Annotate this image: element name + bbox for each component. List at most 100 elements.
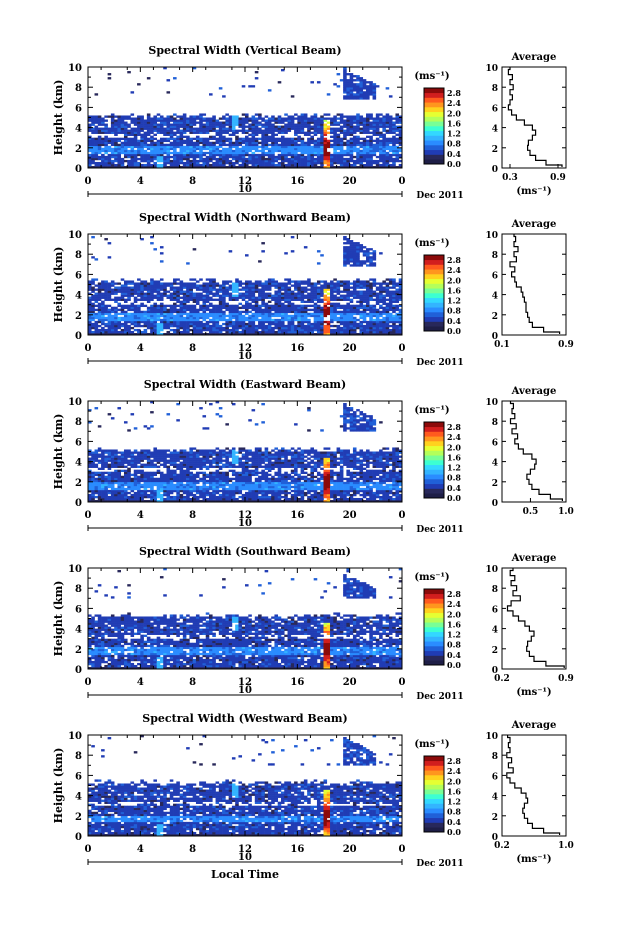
heatmap-cell: [379, 324, 383, 328]
heatmap-cell: [231, 312, 236, 316]
heatmap-cell: [251, 137, 256, 141]
heatmap-cell: [130, 159, 135, 163]
heatmap-cell: [388, 330, 393, 334]
heatmap-cell: [343, 318, 347, 322]
heatmap-cell: [241, 147, 246, 151]
profile-title: Average: [511, 219, 557, 230]
heatmap-cell: [130, 131, 135, 134]
heatmap-cell: [356, 294, 360, 297]
heatmap-cell: [398, 292, 403, 295]
heatmap-cell: [88, 493, 92, 497]
heatmap-cell: [336, 143, 341, 147]
heatmap-cell: [277, 165, 282, 169]
heatmap-cell: [88, 143, 92, 147]
heatmap-cell: [166, 314, 171, 318]
heatmap-cell: [159, 322, 164, 326]
heatmap-cell: [189, 310, 193, 314]
heatmap-cell: [375, 302, 380, 305]
heatmap-cell: [101, 451, 105, 454]
heatmap-cell: [120, 324, 125, 328]
heatmap-cell: [94, 292, 99, 295]
heatmap-cell: [369, 248, 373, 251]
heatmap-cell: [395, 300, 400, 303]
heatmap-cell: [366, 143, 370, 147]
heatmap-cell: [97, 312, 102, 316]
heatmap-cell: [133, 296, 138, 299]
heatmap-cell: [277, 332, 282, 336]
heatmap-cell: [173, 324, 177, 328]
heatmap-cell: [261, 310, 265, 314]
heatmap-cell: [212, 165, 216, 169]
heatmap-cell: [287, 119, 292, 122]
heatmap-cell: [313, 316, 318, 320]
heatmap-cell: [343, 298, 347, 301]
heatmap-cell: [297, 312, 301, 316]
heatmap-cell: [173, 280, 177, 283]
heatmap-cell: [343, 286, 347, 289]
heatmap-cell: [137, 332, 141, 336]
heatmap-cell: [379, 286, 383, 289]
heatmap-cell: [300, 298, 305, 301]
heatmap-cell: [101, 475, 105, 479]
heatmap-cell: [150, 139, 154, 143]
heatmap-cell: [150, 322, 154, 326]
heatmap-cell: [303, 163, 308, 167]
heatmap-cell: [176, 290, 180, 293]
heatmap-cell: [398, 304, 403, 308]
heatmap-cell: [123, 300, 128, 303]
heatmap-cell: [333, 306, 337, 310]
heatmap-cell: [199, 123, 203, 126]
heatmap-cell: [362, 87, 367, 90]
heatmap-cell: [104, 493, 108, 497]
heatmap-cell: [215, 137, 220, 141]
heatmap-cell: [379, 284, 383, 287]
heatmap-cell: [323, 320, 328, 324]
heatmap-cell: [222, 280, 226, 283]
heatmap-cell: [166, 318, 171, 322]
heatmap-cell: [349, 250, 354, 253]
heatmap-cell: [336, 129, 341, 132]
heatmap-cell: [297, 316, 301, 320]
heatmap-cell: [130, 302, 135, 305]
heatmap-cell: [117, 147, 122, 151]
heatmap-cell: [287, 278, 292, 281]
heatmap-cell: [277, 318, 282, 322]
heatmap-cell: [88, 479, 92, 483]
heatmap-cell: [120, 131, 125, 134]
heatmap-cell: [307, 328, 311, 332]
heatmap-cell: [267, 296, 272, 299]
heatmap-cell: [251, 298, 256, 301]
heatmap-cell: [343, 236, 347, 239]
heatmap-cell: [120, 121, 125, 124]
y-axis-label: Height (km): [52, 247, 65, 323]
heatmap-cell: [352, 165, 357, 169]
heatmap-cell: [195, 314, 200, 318]
heatmap-cell: [307, 292, 311, 295]
heatmap-cell: [369, 137, 373, 141]
heatmap-cell: [231, 320, 236, 324]
heatmap-cell: [385, 121, 390, 124]
heatmap-cell: [284, 312, 288, 316]
heatmap-cell: [254, 149, 259, 153]
heatmap-cell: [375, 147, 380, 151]
heatmap-cell: [202, 117, 207, 120]
heatmap-cell: [375, 330, 380, 334]
heatmap-cell: [228, 117, 233, 120]
heatmap-cell: [192, 294, 197, 297]
heatmap-cell: [107, 157, 112, 161]
heatmap-cell: [352, 127, 357, 130]
heatmap-cell: [114, 296, 118, 299]
heatmap-cell: [362, 284, 367, 287]
heatmap-cell: [228, 127, 233, 130]
heatmap-cell: [284, 157, 288, 161]
heatmap-cell: [225, 139, 229, 143]
heatmap-cell: [101, 296, 105, 299]
heatmap-cell: [123, 141, 128, 145]
heatmap-cell: [117, 153, 122, 157]
heatmap-cell: [349, 87, 354, 90]
heatmap-cell: [189, 316, 193, 320]
heatmap-cell: [107, 161, 112, 165]
heatmap-cell: [176, 129, 180, 132]
heatmap-cell: [369, 260, 373, 263]
heatmap-cell: [346, 149, 350, 153]
